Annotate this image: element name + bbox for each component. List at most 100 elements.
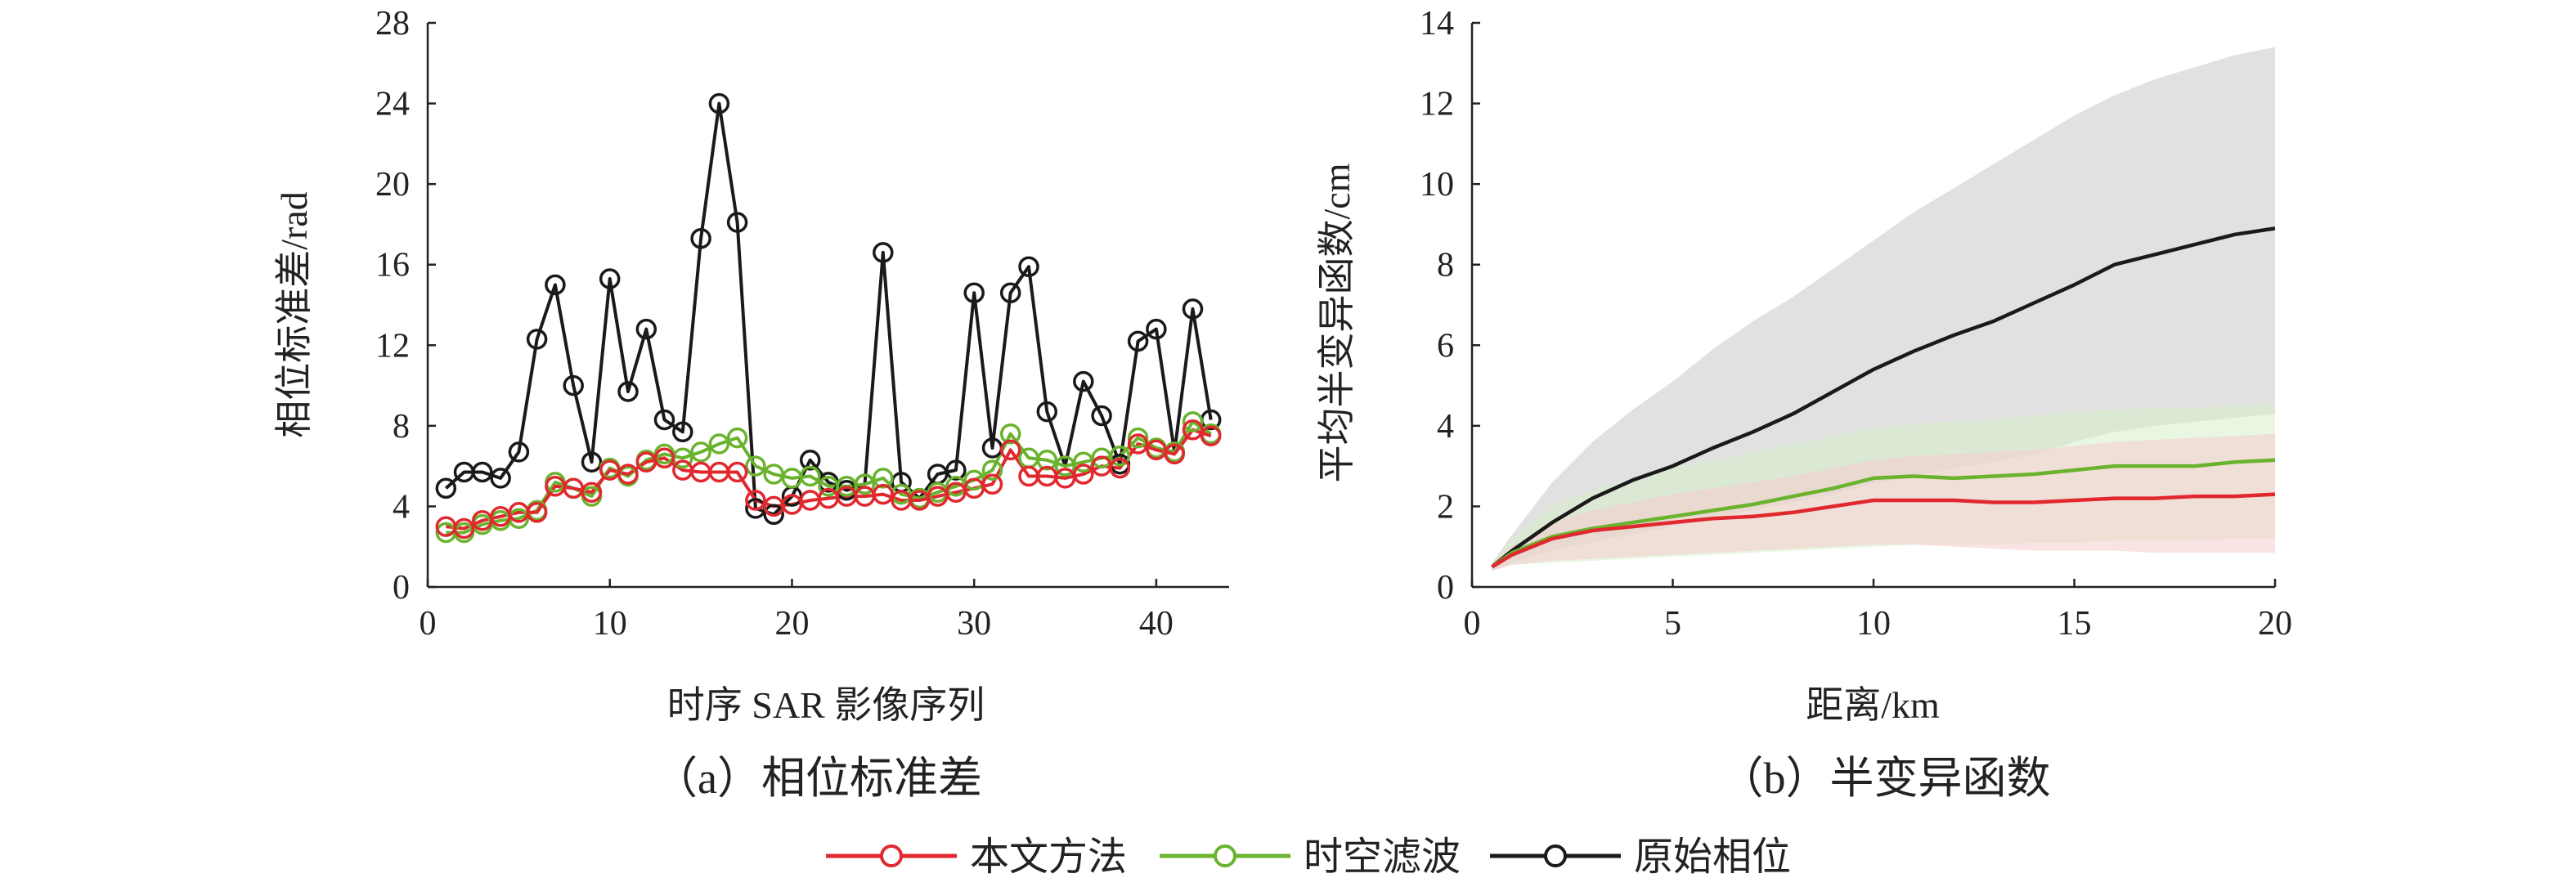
a-point-proposed-9 xyxy=(581,482,603,503)
a-y-tick-label-12: 12 xyxy=(375,327,410,365)
a-x-tick-label-10: 10 xyxy=(593,605,627,643)
a-point-proposed-42 xyxy=(1182,419,1204,441)
legend-marker-spatiotemporal xyxy=(1214,844,1236,867)
a-point-original-37 xyxy=(1091,405,1112,427)
a-point-spatiotemporal-42 xyxy=(1182,411,1204,432)
legend-label-proposed: 本文方法 xyxy=(970,835,1127,878)
a-point-original-4 xyxy=(490,468,511,489)
a-point-spatiotemporal-31 xyxy=(981,459,1003,481)
a-y-tick-label-4: 4 xyxy=(393,488,410,526)
a-point-proposed-6 xyxy=(526,502,548,523)
a-point-original-17 xyxy=(726,212,748,233)
legend-item-proposed: 本文方法 xyxy=(826,835,1127,878)
a-point-original-12 xyxy=(635,318,657,340)
legend-label-spatiotemporal: 时空滤波 xyxy=(1304,835,1461,878)
b-y-tick-label-10: 10 xyxy=(1420,166,1454,204)
legend: 本文方法 时空滤波 原始相位 xyxy=(826,835,1791,878)
a-point-proposed-38 xyxy=(1109,457,1131,479)
a-point-original-6 xyxy=(526,329,548,350)
a-point-spatiotemporal-21 xyxy=(799,465,821,487)
a-point-original-11 xyxy=(617,381,639,402)
b-x-tick-label-20: 20 xyxy=(2258,605,2292,643)
a-point-original-29 xyxy=(945,459,967,481)
a-y-tick-label-20: 20 xyxy=(375,166,410,204)
semivariogram-caption: （b）半变异函数 xyxy=(1720,754,2051,803)
b-x-tick-label-0: 0 xyxy=(1464,605,1481,643)
a-line-original xyxy=(444,101,1213,517)
semivariogram-x-axis-label: 距离/km xyxy=(1806,684,1940,726)
a-x-tick-label-30: 30 xyxy=(957,605,991,643)
semivariogram-y-axis-label: 平均半变异函数/cm xyxy=(1316,163,1358,482)
a-point-original-40 xyxy=(1146,318,1167,340)
a-point-original-19 xyxy=(763,504,784,526)
semivariogram-chart: 0 2 4 6 8 10 12 14 0 5 10 15 20 平均半变异函数/cm 距离/km （b）… xyxy=(1316,5,2292,803)
b-y-tick-label-14: 14 xyxy=(1420,5,1454,43)
a-y-tick-label-0: 0 xyxy=(393,569,410,607)
legend-item-spatiotemporal: 时空滤波 xyxy=(1160,835,1461,878)
a-point-proposed-43 xyxy=(1200,425,1222,446)
legend-label-original: 原始相位 xyxy=(1634,835,1791,878)
a-point-original-36 xyxy=(1073,370,1094,392)
a-point-spatiotemporal-16 xyxy=(708,433,730,455)
a-point-proposed-18 xyxy=(745,490,766,511)
a-point-original-10 xyxy=(599,268,621,289)
a-point-proposed-36 xyxy=(1073,464,1094,485)
a-y-tick-label-8: 8 xyxy=(393,408,410,446)
a-point-proposed-32 xyxy=(999,439,1021,461)
a-y-tick-label-16: 16 xyxy=(375,247,410,284)
b-y-tick-label-0: 0 xyxy=(1437,569,1454,607)
a-point-original-15 xyxy=(690,227,711,249)
a-x-tick-label-40: 40 xyxy=(1139,605,1174,643)
b-y-tick-label-2: 2 xyxy=(1437,488,1454,526)
b-line-spatiotemporal xyxy=(1491,458,2276,569)
a-point-spatiotemporal-24 xyxy=(854,473,876,495)
a-point-original-3 xyxy=(472,461,493,483)
a-point-spatiotemporal-38 xyxy=(1109,446,1131,467)
a-point-original-8 xyxy=(563,374,584,396)
a-point-original-5 xyxy=(508,441,530,463)
a-point-original-39 xyxy=(1127,330,1149,352)
a-point-proposed-11 xyxy=(617,464,639,485)
a-point-original-32 xyxy=(999,282,1021,303)
a-point-original-25 xyxy=(873,242,894,263)
b-y-tick-label-4: 4 xyxy=(1437,408,1454,446)
b-y-tick-label-8: 8 xyxy=(1437,247,1454,284)
a-point-spatiotemporal-32 xyxy=(999,423,1021,445)
a-y-tick-label-24: 24 xyxy=(375,86,410,123)
a-point-original-14 xyxy=(672,421,693,443)
a-point-original-42 xyxy=(1182,298,1204,320)
a-point-spatiotemporal-25 xyxy=(873,468,894,489)
phase-std-chart: 0 4 8 12 16 20 24 28 0 10 20 30 40 相位标准差/rad 时序 SAR … xyxy=(273,5,1229,803)
phase-std-caption: （a）相位标准差 xyxy=(653,754,982,803)
a-line-proposed xyxy=(446,428,1212,531)
legend-item-original: 原始相位 xyxy=(1490,835,1791,878)
a-point-original-13 xyxy=(653,409,675,431)
b-line-proposed xyxy=(1491,492,2276,569)
a-point-proposed-25 xyxy=(873,483,894,505)
b-x-tick-label-5: 5 xyxy=(1664,605,1681,643)
a-point-proposed-13 xyxy=(653,447,675,469)
a-point-proposed-39 xyxy=(1127,433,1149,455)
legend-marker-proposed xyxy=(880,844,903,867)
b-y-tick-label-12: 12 xyxy=(1420,86,1454,123)
b-x-tick-label-10: 10 xyxy=(1856,605,1891,643)
b-line-original xyxy=(1491,226,2276,569)
a-point-original-34 xyxy=(1036,401,1058,423)
b-y-tick-label-6: 6 xyxy=(1437,327,1454,365)
a-point-original-30 xyxy=(963,282,985,303)
a-point-spatiotemporal-15 xyxy=(690,441,711,463)
a-point-original-21 xyxy=(799,450,821,471)
a-point-spatiotemporal-39 xyxy=(1127,427,1149,449)
a-x-tick-label-20: 20 xyxy=(774,605,809,643)
phase-std-x-axis-label: 时序 SAR 影像序列 xyxy=(667,684,985,726)
a-point-original-9 xyxy=(581,451,603,473)
a-point-spatiotemporal-18 xyxy=(745,455,766,477)
a-y-tick-label-28: 28 xyxy=(375,5,410,43)
a-point-proposed-17 xyxy=(726,461,748,483)
legend-marker-original xyxy=(1544,844,1567,867)
b-x-tick-label-15: 15 xyxy=(2058,605,2092,643)
a-point-proposed-2 xyxy=(453,517,475,540)
a-point-spatiotemporal-34 xyxy=(1036,450,1058,471)
a-point-proposed-31 xyxy=(981,473,1003,495)
